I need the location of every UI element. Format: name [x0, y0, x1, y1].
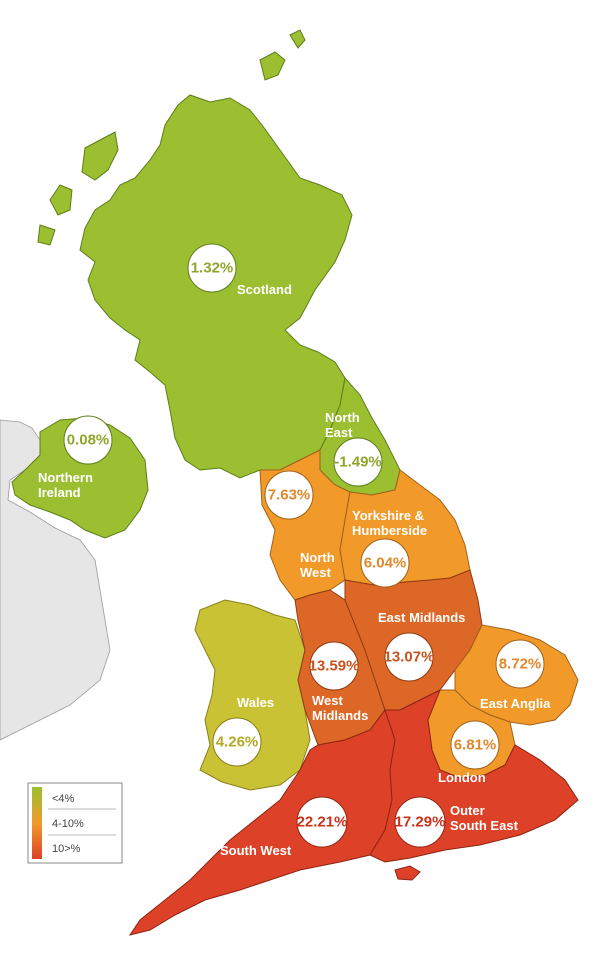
london-value-circle	[450, 720, 500, 770]
wales-label: Wales	[237, 695, 274, 710]
south-west-value-circle	[296, 796, 348, 848]
legend-box	[27, 782, 123, 864]
wales-value-circle	[212, 717, 262, 767]
wales-value: 4.26%	[216, 734, 259, 751]
region-scotland-islands	[37, 29, 306, 246]
legend: <4% 4-10% 10>%	[27, 782, 123, 864]
northern-ireland-value: 0.08%	[67, 432, 110, 449]
east-midlands-value: 13.07%	[384, 649, 435, 666]
west-midlands-value: 13.59%	[309, 658, 360, 675]
east-anglia-label: East Anglia	[480, 696, 551, 711]
outer-south-east-value: 17.29%	[395, 814, 446, 831]
north-east-label-1: North	[325, 410, 360, 425]
northern-ireland-label-1: Northern	[38, 470, 93, 485]
south-west-value: 22.21%	[297, 814, 348, 831]
legend-low: <4%	[52, 793, 75, 805]
north-west-label-2: West	[300, 565, 331, 580]
outer-south-east-label-1: Outer	[450, 803, 485, 818]
north-west-value-circle	[264, 470, 314, 520]
region-labels: 1.32% Scotland 0.08% Northern Ireland No…	[38, 243, 551, 858]
east-midlands-value-circle	[384, 632, 434, 682]
west-midlands-label-2: Midlands	[312, 708, 368, 723]
legend-color-scale	[32, 787, 42, 859]
legend-mid: 4-10%	[52, 818, 84, 830]
london-value: 6.81%	[454, 737, 497, 754]
yorkshire-label-1: Yorkshire &	[352, 508, 424, 523]
north-west-label-1: North	[300, 550, 335, 565]
yorkshire-value: 6.04%	[364, 555, 407, 572]
east-midlands-label: East Midlands	[378, 610, 465, 625]
scotland-value-circle	[187, 243, 237, 293]
west-midlands-label-1: West	[312, 693, 343, 708]
isle-of-wight	[394, 865, 421, 881]
london-label: London	[438, 770, 486, 785]
northern-ireland-value-circle	[63, 415, 113, 465]
legend-high: 10>%	[52, 843, 81, 855]
south-west-label: South West	[220, 843, 292, 858]
yorkshire-value-circle	[360, 538, 410, 588]
east-anglia-value: 8.72%	[499, 656, 542, 673]
north-east-label-2: East	[325, 425, 353, 440]
north-west-value: 7.63%	[268, 487, 311, 504]
outer-south-east-label-2: South East	[450, 818, 519, 833]
yorkshire-label-2: Humberside	[352, 523, 427, 538]
north-east-value-circle	[333, 437, 383, 487]
scotland-value: 1.32%	[191, 260, 234, 277]
west-midlands-value-circle	[309, 641, 359, 691]
region-northern-ireland[interactable]	[11, 417, 149, 539]
northern-ireland-label-2: Ireland	[38, 485, 81, 500]
north-east-value: -1.49%	[334, 454, 382, 471]
outer-south-east-value-circle	[394, 796, 446, 848]
east-anglia-value-circle	[495, 639, 545, 689]
scotland-label: Scotland	[237, 282, 292, 297]
